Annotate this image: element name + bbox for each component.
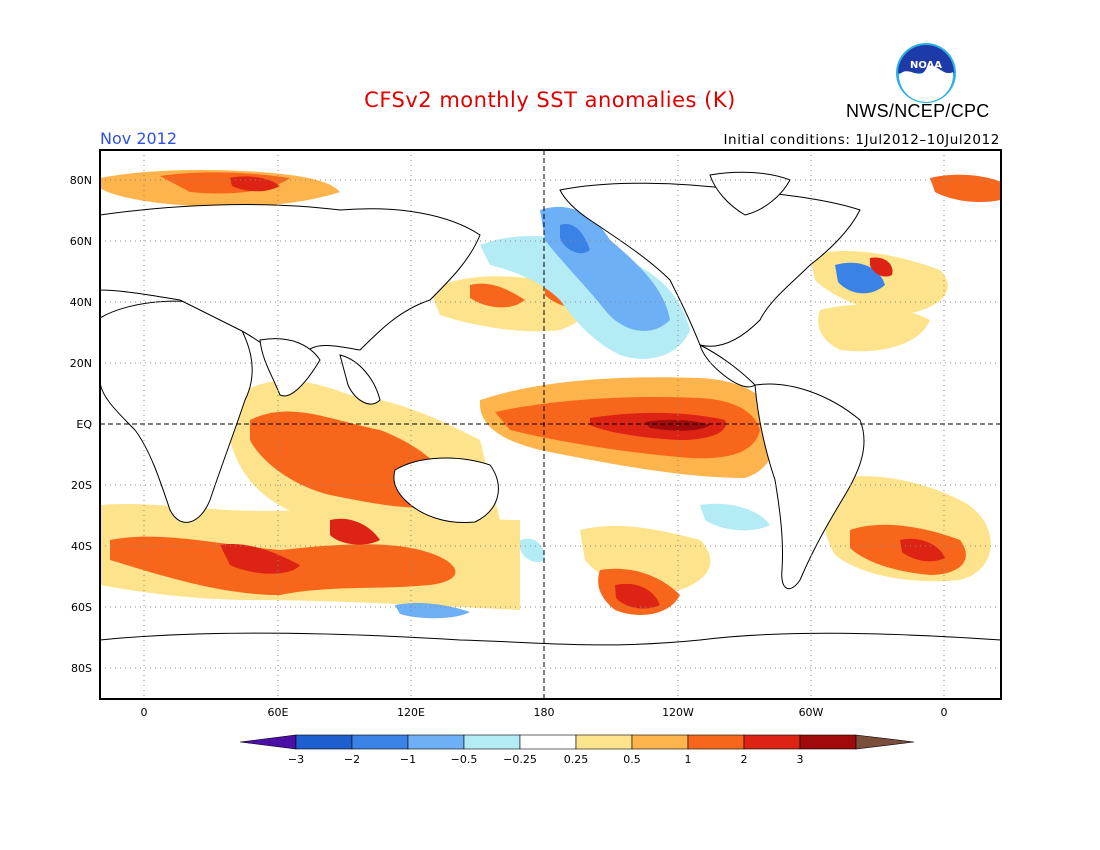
lon-label: 60W [799, 706, 824, 719]
continent-outlines [100, 171, 1001, 699]
graticule [100, 150, 1001, 699]
colorbar-label: −2 [344, 753, 360, 766]
colorbar-label: 0.5 [623, 753, 641, 766]
lon-label: 0 [941, 706, 948, 719]
noaa-logo: NOAA [896, 43, 956, 103]
longitude-labels: 0 60E 120E 180 120W 60W 0 [141, 706, 948, 719]
latitude-labels: 80N 60N 40N 20N EQ 20S 40S 60S 80S [70, 174, 93, 675]
colorbar-bin [407, 734, 465, 750]
colorbar-label: −0.5 [451, 753, 478, 766]
svg-text:NOAA: NOAA [910, 60, 942, 71]
lat-label: 40N [70, 296, 92, 309]
colorbar-arrow-low [239, 734, 297, 750]
lat-label: 40S [71, 540, 92, 553]
map-frame [99, 149, 1002, 700]
lat-label: 20S [71, 479, 92, 492]
colorbar-bin [295, 734, 353, 750]
colorbar-label: −3 [288, 753, 304, 766]
colorbar-bin [631, 734, 689, 750]
agency-label: NWS/NCEP/CPC [846, 101, 990, 121]
colorbar-label: 1 [685, 753, 692, 766]
colorbar-label: −0.25 [503, 753, 537, 766]
lon-label: 180 [534, 706, 555, 719]
lat-label: 60S [71, 601, 92, 614]
colorbar-arrow-high [855, 734, 915, 750]
chart-title: CFSv2 monthly SST anomalies (K) [364, 88, 736, 112]
colorbar-label: 2 [741, 753, 748, 766]
colorbar-bin [575, 734, 633, 750]
lon-label: 120W [662, 706, 694, 719]
colorbar-bin [799, 734, 857, 750]
lat-label: 80S [71, 662, 92, 675]
lat-label: 80N [70, 174, 92, 187]
lon-label: 60E [268, 706, 289, 719]
colorbar-bin [687, 734, 745, 750]
colorbar-label: 0.25 [564, 753, 589, 766]
forecast-month-label: Nov 2012 [100, 129, 178, 148]
colorbar-label: −1 [400, 753, 416, 766]
colorbar-bin [519, 734, 577, 750]
lat-label: 20N [70, 357, 92, 370]
colorbar-bin [743, 734, 801, 750]
colorbar-bin [463, 734, 521, 750]
initial-conditions-label: Initial conditions: 1Jul2012–10Jul2012 [723, 132, 1000, 148]
colorbar-label: 3 [797, 753, 804, 766]
lat-label: EQ [76, 418, 92, 431]
lon-label: 120E [397, 706, 425, 719]
lat-label: 60N [70, 235, 92, 248]
colorbar-bin [351, 734, 409, 750]
colorbar: −3 −2 −1 −0.5 −0.25 0.25 0.5 1 2 3 [239, 734, 915, 766]
lon-label: 0 [141, 706, 148, 719]
